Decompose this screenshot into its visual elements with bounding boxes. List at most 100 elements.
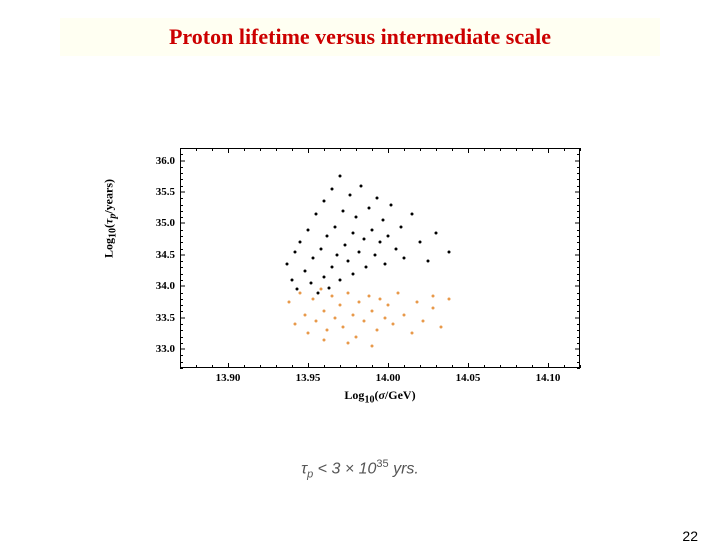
data-point [415,301,418,304]
y-minor-tick [577,337,580,338]
data-point [363,319,366,322]
x-tick-mark [228,148,229,153]
y-tick-mark [180,254,185,255]
y-tick-label: 34.0 [120,280,175,292]
y-minor-tick [180,355,183,356]
y-minor-tick [180,362,183,363]
data-point [358,250,361,253]
x-tick-label: 14.10 [523,372,573,384]
x-minor-tick [244,365,245,368]
data-point [326,235,329,238]
scatter-chart: Log10(τp/years) Log10(σ/GeV) 33.033.534.… [120,138,600,418]
y-tick-mark [180,286,185,287]
y-tick-label: 35.0 [120,217,175,229]
x-minor-tick [372,148,373,151]
x-tick-label: 14.00 [363,372,413,384]
data-point [319,247,322,250]
y-minor-tick [577,249,580,250]
data-point [358,301,361,304]
data-point [375,197,378,200]
data-point [348,194,351,197]
y-tick-mark [575,349,580,350]
y-minor-tick [577,205,580,206]
data-point [347,260,350,263]
x-minor-tick [420,365,421,368]
data-point [351,231,354,234]
y-minor-tick [577,324,580,325]
data-point [319,288,322,291]
y-minor-tick [577,362,580,363]
data-point [287,301,290,304]
x-minor-tick [436,148,437,151]
y-tick-label: 33.5 [120,312,175,324]
y-minor-tick [577,211,580,212]
x-minor-tick [372,365,373,368]
data-point [383,263,386,266]
y-axis-label: Log10(τp/years) [101,179,118,258]
x-minor-tick [324,365,325,368]
x-minor-tick [500,365,501,368]
y-minor-tick [577,242,580,243]
data-point [359,184,362,187]
y-tick-mark [180,317,185,318]
y-minor-tick [180,236,183,237]
y-minor-tick [577,267,580,268]
y-minor-tick [577,299,580,300]
data-point [327,286,330,289]
x-minor-tick [276,148,277,151]
data-point [403,313,406,316]
y-minor-tick [577,261,580,262]
x-minor-tick [404,365,405,368]
y-minor-tick [180,305,183,306]
x-minor-tick [484,365,485,368]
x-minor-tick [244,148,245,151]
y-tick-label: 33.0 [120,343,175,355]
data-point [331,187,334,190]
y-minor-tick [180,267,183,268]
x-minor-tick [564,365,565,368]
y-minor-tick [180,179,183,180]
y-minor-tick [180,173,183,174]
data-point [374,253,377,256]
y-minor-tick [577,311,580,312]
y-tick-mark [180,223,185,224]
y-minor-tick [180,186,183,187]
data-point [323,275,326,278]
y-tick-mark [575,223,580,224]
y-minor-tick [180,368,183,369]
data-point [299,291,302,294]
y-minor-tick [180,211,183,212]
data-point [326,329,329,332]
x-tick-mark [548,363,549,368]
x-minor-tick [260,365,261,368]
y-minor-tick [577,154,580,155]
x-minor-tick [340,365,341,368]
caption-formula: τp < 3 × 1035 yrs. [0,458,720,481]
y-minor-tick [180,330,183,331]
data-point [396,291,399,294]
data-point [367,294,370,297]
data-point [303,269,306,272]
data-point [364,266,367,269]
data-point [411,213,414,216]
x-minor-tick [260,148,261,151]
data-point [367,206,370,209]
x-minor-tick [452,148,453,151]
data-point [315,213,318,216]
data-point [351,313,354,316]
y-minor-tick [180,198,183,199]
y-minor-tick [577,198,580,199]
y-tick-mark [180,192,185,193]
data-point [331,294,334,297]
y-minor-tick [180,293,183,294]
x-tick-mark [228,363,229,368]
x-tick-mark [388,363,389,368]
data-point [291,279,294,282]
y-minor-tick [180,154,183,155]
y-tick-mark [575,160,580,161]
x-minor-tick [532,148,533,151]
data-point [375,329,378,332]
data-point [399,225,402,228]
x-tick-mark [388,148,389,153]
data-point [334,316,337,319]
